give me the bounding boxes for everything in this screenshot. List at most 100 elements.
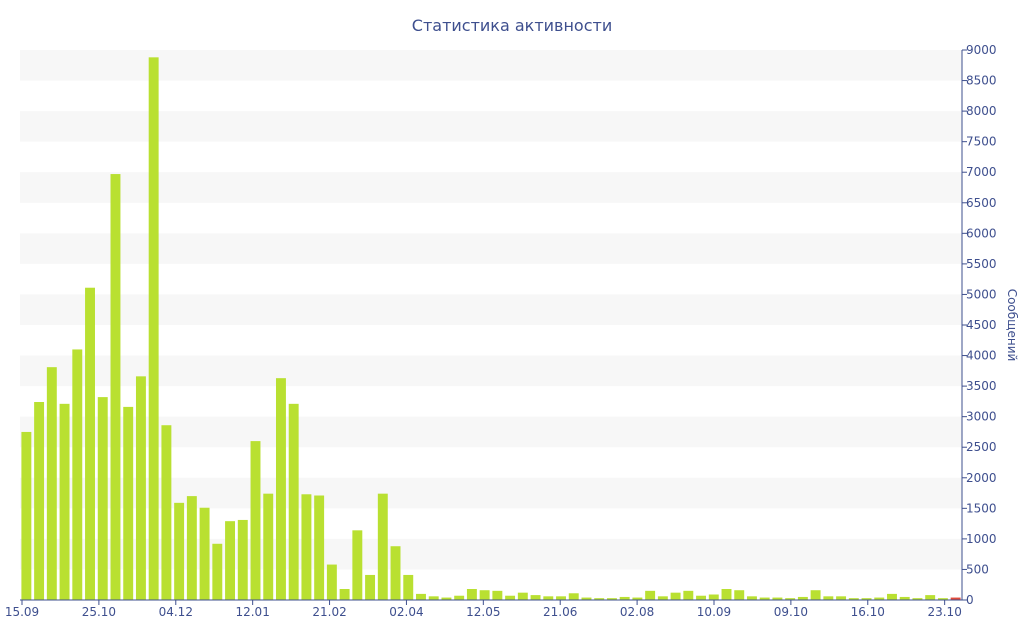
- bar[interactable]: [441, 597, 452, 600]
- bar[interactable]: [708, 594, 719, 601]
- bar[interactable]: [428, 596, 439, 600]
- bar[interactable]: [123, 406, 134, 600]
- bar[interactable]: [530, 595, 541, 600]
- bar[interactable]: [950, 597, 961, 600]
- bars: [21, 57, 961, 601]
- y-axis-label: Сообщений: [1005, 289, 1019, 362]
- y-tick-label: 7500: [966, 135, 997, 149]
- bar[interactable]: [670, 592, 681, 600]
- y-tick-label: 3500: [966, 379, 997, 393]
- bar[interactable]: [72, 349, 83, 600]
- bar[interactable]: [403, 574, 414, 600]
- bar[interactable]: [657, 596, 668, 600]
- y-tick-label: 7000: [966, 165, 997, 179]
- bar[interactable]: [21, 431, 32, 600]
- bar[interactable]: [326, 564, 337, 600]
- chart-title: Статистика активности: [412, 16, 612, 35]
- bar[interactable]: [479, 590, 490, 600]
- bar[interactable]: [606, 598, 617, 600]
- bar[interactable]: [314, 495, 325, 601]
- bar[interactable]: [861, 598, 872, 600]
- bar[interactable]: [97, 397, 108, 600]
- bar[interactable]: [797, 596, 808, 600]
- bar[interactable]: [937, 598, 948, 600]
- grid-band: [20, 172, 962, 203]
- bar[interactable]: [556, 596, 566, 600]
- y-tick-label: 9000: [966, 43, 997, 57]
- grid-band: [20, 233, 962, 264]
- bar[interactable]: [466, 589, 477, 600]
- x-tick-label: 21.02: [312, 605, 346, 619]
- bar[interactable]: [492, 590, 503, 600]
- bar[interactable]: [721, 589, 732, 600]
- bar[interactable]: [645, 590, 656, 600]
- bar[interactable]: [543, 596, 554, 600]
- bar[interactable]: [734, 590, 745, 600]
- bar[interactable]: [619, 596, 630, 600]
- bar[interactable]: [301, 494, 312, 600]
- bar[interactable]: [148, 57, 159, 600]
- bar[interactable]: [696, 595, 707, 600]
- bar[interactable]: [581, 597, 592, 600]
- bar[interactable]: [505, 595, 516, 600]
- bar[interactable]: [275, 378, 286, 600]
- y-tick-label: 5500: [966, 257, 997, 271]
- bar[interactable]: [683, 590, 694, 600]
- bar[interactable]: [390, 546, 401, 600]
- bar[interactable]: [186, 496, 197, 600]
- bar[interactable]: [925, 595, 936, 600]
- bar[interactable]: [199, 507, 210, 600]
- bar[interactable]: [899, 596, 910, 600]
- bar[interactable]: [823, 596, 834, 600]
- y-tick-label: 2500: [966, 440, 997, 454]
- bar[interactable]: [352, 530, 363, 600]
- bar[interactable]: [416, 593, 426, 600]
- bar[interactable]: [594, 598, 605, 600]
- bar[interactable]: [110, 174, 121, 600]
- bar[interactable]: [517, 592, 528, 600]
- x-tick-label: 21.06: [543, 605, 577, 619]
- bar[interactable]: [810, 590, 821, 600]
- bar[interactable]: [339, 589, 350, 600]
- grid-band: [20, 477, 962, 509]
- bar[interactable]: [759, 597, 770, 600]
- bar[interactable]: [887, 593, 897, 600]
- axes: 0 500 1000 1500 2000 2500 3000 3500 4000 4500 5000…: [5, 43, 997, 619]
- bar[interactable]: [746, 596, 757, 600]
- bar[interactable]: [377, 493, 388, 600]
- bar[interactable]: [174, 502, 185, 600]
- bar[interactable]: [288, 403, 299, 600]
- bar[interactable]: [237, 519, 248, 600]
- y-tick-label: 4500: [966, 318, 997, 332]
- bar[interactable]: [225, 521, 236, 600]
- grid-band: [20, 355, 962, 387]
- grid-band: [20, 538, 962, 570]
- bar[interactable]: [365, 574, 376, 600]
- bar[interactable]: [85, 287, 95, 600]
- bar[interactable]: [632, 597, 643, 600]
- x-tick-label: 04.12: [159, 605, 193, 619]
- y-tick-label: 2000: [966, 471, 997, 485]
- bar[interactable]: [212, 543, 223, 600]
- bar[interactable]: [454, 595, 465, 600]
- bar[interactable]: [59, 403, 70, 600]
- bar[interactable]: [135, 376, 146, 600]
- y-tick-label: 6000: [966, 226, 997, 240]
- x-tick-label: 25.10: [82, 605, 116, 619]
- bar[interactable]: [848, 598, 859, 600]
- bar[interactable]: [912, 598, 923, 600]
- x-tick-label: 23.10: [927, 605, 961, 619]
- bar[interactable]: [772, 597, 783, 600]
- x-tick-label: 10.09: [697, 605, 731, 619]
- bar[interactable]: [34, 402, 45, 600]
- x-tick-label: 02.08: [620, 605, 654, 619]
- bar[interactable]: [161, 425, 172, 600]
- bar[interactable]: [46, 367, 57, 600]
- bar[interactable]: [250, 441, 261, 600]
- bar[interactable]: [874, 597, 885, 600]
- bar[interactable]: [836, 596, 847, 600]
- bar[interactable]: [785, 598, 796, 600]
- bar[interactable]: [568, 593, 579, 600]
- bar[interactable]: [263, 493, 274, 600]
